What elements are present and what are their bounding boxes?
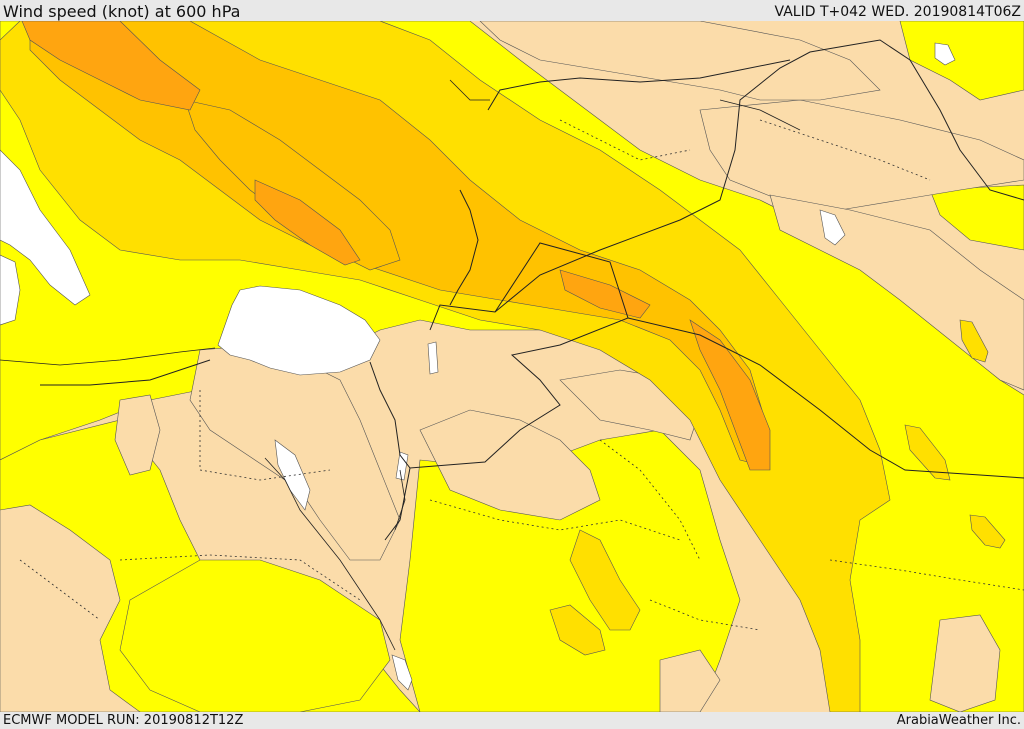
country-borders — [40, 39, 1024, 541]
wind-speed-map — [0, 21, 1024, 712]
water-bodies — [0, 42, 956, 691]
model-run: ECMWF MODEL RUN: 20190812T12Z — [3, 713, 244, 728]
gold-wind-areas — [0, 21, 1006, 712]
credit: ArabiaWeather Inc. — [896, 713, 1021, 728]
coastlines — [0, 79, 801, 651]
amber-wind-areas — [29, 21, 766, 466]
orange-wind-areas — [21, 21, 771, 471]
footer-bar — [0, 712, 1024, 729]
title-bar — [0, 0, 1024, 21]
valid-time: VALID T+042 WED. 20190814T06Z — [774, 4, 1021, 20]
internal-boundaries — [19, 119, 1024, 631]
map-title: Wind speed (knot) at 600 hPa — [3, 2, 241, 21]
